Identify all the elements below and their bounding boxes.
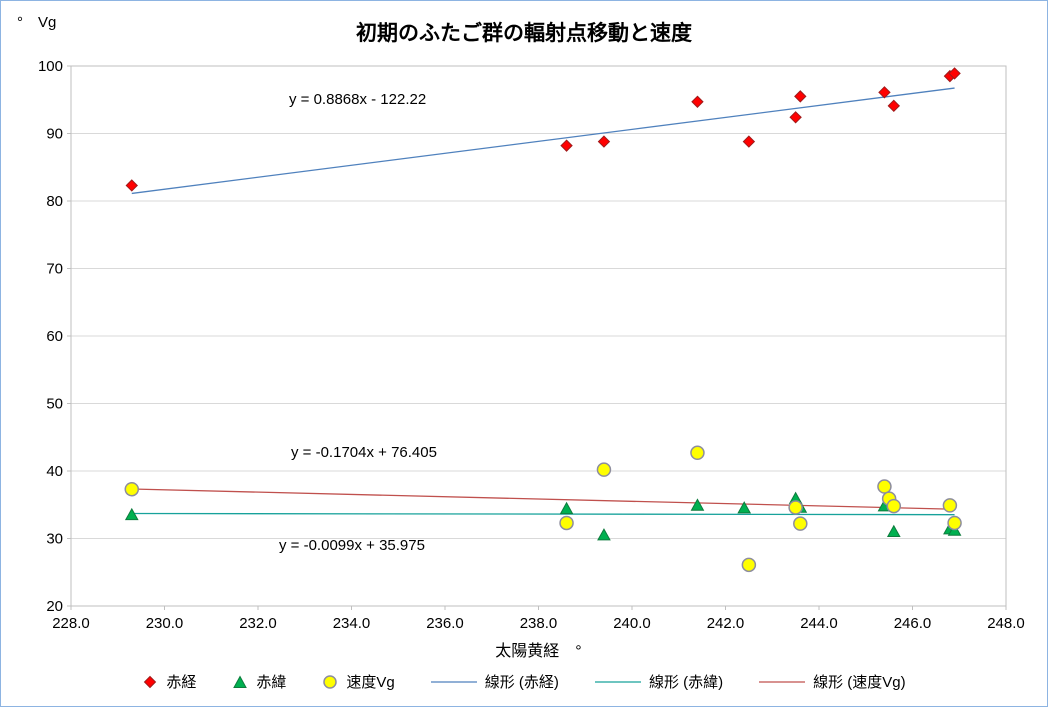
- trendline: [131, 512, 955, 516]
- data-point-circle: [124, 481, 140, 497]
- data-point-triangle: [597, 528, 611, 541]
- legend-label-ra: 赤経: [166, 674, 197, 691]
- red-line-icon: [759, 674, 806, 690]
- legend-label-trend-dec: 線形 (赤緯): [648, 674, 724, 691]
- data-point-circle: [690, 445, 705, 461]
- y-tick-label: 40: [46, 463, 63, 480]
- x-tick-label: 242.0: [707, 615, 745, 632]
- data-point-circle: [947, 515, 962, 531]
- y-tick-label: 20: [46, 598, 63, 615]
- x-tick-label: 236.0: [426, 615, 464, 632]
- data-point-circle: [559, 515, 574, 531]
- data-point-diamond: [125, 179, 138, 192]
- blue-line-icon: [430, 674, 477, 690]
- data-point-circle: [886, 498, 902, 514]
- y-tick-label: 90: [46, 126, 63, 143]
- legend: 赤経 赤緯 速度Vg 線形 (赤経) 線形 (赤緯) 線形 (速度Vg): [1, 671, 1047, 692]
- x-tick-label: 230.0: [146, 615, 184, 632]
- circle-icon: [322, 674, 338, 690]
- x-axis-title: 太陽黄経 °: [495, 643, 582, 660]
- data-point-circle: [877, 479, 892, 494]
- data-point-circle: [741, 557, 757, 573]
- legend-item-dec: 赤緯: [232, 671, 286, 692]
- data-point-diamond: [794, 90, 807, 103]
- legend-item-vg: 速度Vg: [322, 671, 395, 692]
- data-point-diamond: [948, 67, 961, 80]
- x-tick-label: 246.0: [894, 615, 932, 632]
- y-axis-unit-label: ° Vg: [17, 14, 57, 31]
- x-tick-label: 248.0: [987, 615, 1025, 632]
- data-point-triangle: [737, 501, 752, 514]
- data-point-circle: [788, 500, 803, 515]
- teal-line-icon: [594, 674, 641, 690]
- x-tick-label: 238.0: [520, 615, 558, 632]
- y-tick-label: 60: [46, 328, 63, 345]
- data-point-triangle: [559, 501, 574, 515]
- x-tick-label: 228.0: [52, 615, 90, 632]
- legend-label-trend-ra: 線形 (赤経): [484, 674, 559, 691]
- legend-item-trend-ra: 線形 (赤経): [430, 671, 559, 692]
- data-point-diamond: [742, 135, 756, 148]
- y-tick-label: 80: [46, 193, 63, 210]
- data-point-circle: [596, 462, 612, 477]
- legend-item-trend-vg: 線形 (速度Vg): [759, 671, 906, 692]
- data-point-diamond: [887, 99, 901, 113]
- trendline: [131, 87, 955, 195]
- y-tick-label: 30: [46, 531, 63, 548]
- plot-area: 20 30 40 50 60 70 80 90 100 228.0 230.0 232.0 234.0 2…: [38, 58, 1025, 632]
- triangle-icon: [232, 674, 248, 690]
- data-point-diamond: [560, 139, 573, 152]
- trendline-equation-vg: y = -0.1704x + 76.405: [291, 444, 437, 461]
- x-tick-label: 240.0: [613, 615, 651, 632]
- data-point-diamond: [597, 135, 611, 148]
- y-tick-label: 70: [46, 261, 63, 278]
- y-tick-label: 50: [46, 396, 63, 413]
- data-point-diamond: [691, 95, 704, 108]
- data-point-triangle: [886, 524, 901, 538]
- legend-label-vg: 速度Vg: [346, 674, 395, 691]
- data-point-diamond: [878, 86, 891, 99]
- chart-title: 初期のふたご群の輻射点移動と速度: [356, 22, 692, 45]
- legend-item-trend-dec: 線形 (赤緯): [594, 671, 724, 692]
- data-point-diamond: [789, 111, 802, 124]
- diamond-icon: [142, 674, 158, 690]
- legend-label-dec: 赤緯: [256, 674, 287, 691]
- data-point-triangle: [124, 507, 139, 521]
- data-point-circle: [942, 498, 958, 513]
- x-tick-label: 234.0: [333, 615, 371, 632]
- data-point-triangle: [690, 498, 705, 511]
- x-tick-label: 232.0: [239, 615, 277, 632]
- trendline-equation-ra: y = 0.8868x - 122.22: [289, 91, 427, 108]
- trendline: [131, 488, 955, 510]
- trendline-equation-dec: y = -0.0099x + 35.975: [279, 537, 425, 554]
- legend-label-trend-vg: 線形 (速度Vg): [813, 674, 906, 691]
- y-tick-label: 100: [38, 58, 63, 75]
- legend-item-ra: 赤経: [142, 671, 196, 692]
- x-tick-label: 244.0: [800, 615, 838, 632]
- data-point-circle: [793, 516, 808, 531]
